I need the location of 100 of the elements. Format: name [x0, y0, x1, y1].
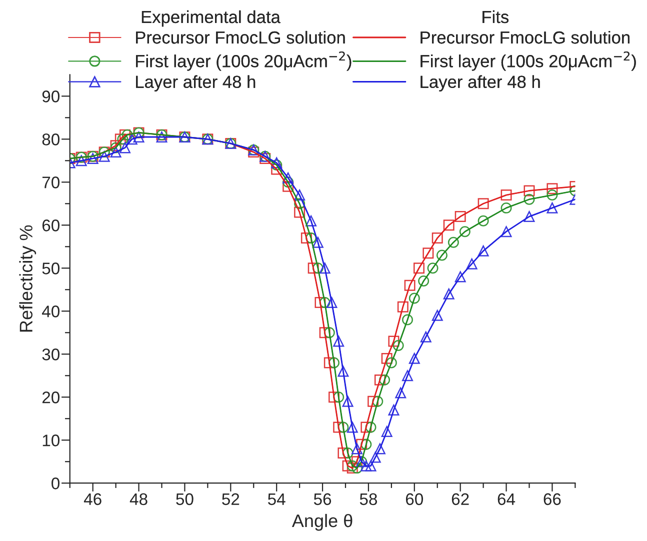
point [120, 142, 130, 154]
y-tick-label: 60 [42, 220, 60, 232]
point [342, 396, 354, 407]
point [294, 206, 306, 218]
point [388, 336, 400, 347]
point [365, 422, 376, 433]
point [365, 460, 376, 472]
point [478, 245, 489, 256]
legend-label: First layer (100s 20μAcm$^{−2}$) [420, 51, 636, 71]
point [328, 392, 340, 403]
point [388, 404, 400, 416]
y-axis-title: Reflecticity % [19, 225, 36, 332]
point [294, 190, 306, 201]
point [500, 190, 512, 201]
point [408, 292, 420, 304]
point [342, 448, 354, 459]
point [360, 438, 372, 450]
point [282, 176, 294, 188]
x-tick-label: 62 [452, 493, 469, 506]
point [76, 155, 87, 166]
point [282, 172, 294, 184]
point [342, 460, 354, 472]
x-tick-label: 58 [360, 493, 378, 506]
point [326, 297, 338, 308]
legend-label: Layer after 48 h [136, 75, 256, 92]
x-tick-label: 50 [176, 493, 194, 506]
legend-label: Precursor FmocLG solution [136, 30, 345, 44]
point [414, 262, 424, 274]
point [356, 438, 368, 450]
point [395, 387, 406, 398]
point [126, 134, 138, 145]
point [500, 226, 512, 238]
point [402, 370, 413, 382]
point [133, 132, 144, 142]
legend-label: Precursor FmocLG solution [420, 30, 630, 44]
point [324, 327, 335, 338]
point [402, 314, 413, 326]
point [454, 211, 466, 222]
point [478, 215, 489, 226]
point [524, 185, 535, 196]
legend-label: First layer (100s 20μAcm$^{−2}$) [136, 51, 352, 71]
point [427, 262, 438, 274]
y-tick-label: 80 [42, 134, 60, 146]
point [306, 215, 317, 226]
point [443, 220, 454, 231]
point [333, 336, 344, 347]
y-tick-label: 40 [42, 306, 60, 318]
point [306, 232, 317, 244]
text: Experimental data [142, 10, 280, 27]
point [98, 150, 110, 162]
x-tick-label: 56 [314, 493, 332, 506]
point [546, 183, 558, 194]
point [386, 357, 397, 368]
point [333, 392, 344, 403]
y-tick-label: 50 [42, 262, 60, 274]
point [338, 366, 349, 377]
point [454, 271, 466, 282]
y-tick-label: 0 [52, 478, 60, 490]
y-tick-label: 20 [42, 392, 60, 404]
x-tick-label: 54 [268, 493, 286, 506]
point [314, 297, 326, 308]
point [443, 288, 454, 300]
x-tick-label: 48 [130, 493, 148, 506]
point [110, 146, 122, 158]
point [351, 443, 362, 454]
point [319, 297, 330, 308]
point [381, 426, 392, 438]
x-axis-title: Angle θ [292, 514, 352, 531]
point [260, 153, 271, 164]
point [546, 190, 558, 201]
point [319, 327, 330, 338]
x-tick-label: 64 [498, 493, 516, 506]
x-tick-label: 60 [406, 493, 424, 506]
point [420, 331, 432, 342]
point [282, 180, 294, 192]
legend-label: Layer after 48 h [420, 75, 540, 92]
point [422, 248, 434, 259]
point [351, 462, 362, 474]
point [360, 422, 372, 433]
point [404, 280, 416, 291]
point [524, 211, 535, 222]
point [478, 198, 489, 210]
point [328, 357, 340, 368]
point [300, 232, 312, 244]
point [117, 134, 128, 145]
y-tick-label: 90 [42, 90, 60, 102]
point [122, 129, 133, 140]
point [120, 129, 130, 140]
point [346, 460, 358, 472]
point [319, 262, 330, 274]
point [374, 374, 386, 386]
x-tick-label: 52 [222, 493, 240, 506]
point [87, 153, 98, 164]
point [338, 422, 349, 433]
point [156, 132, 168, 142]
point [500, 202, 512, 214]
point [397, 301, 408, 312]
point [370, 452, 381, 463]
point [466, 258, 478, 270]
text: Fits [482, 10, 509, 24]
